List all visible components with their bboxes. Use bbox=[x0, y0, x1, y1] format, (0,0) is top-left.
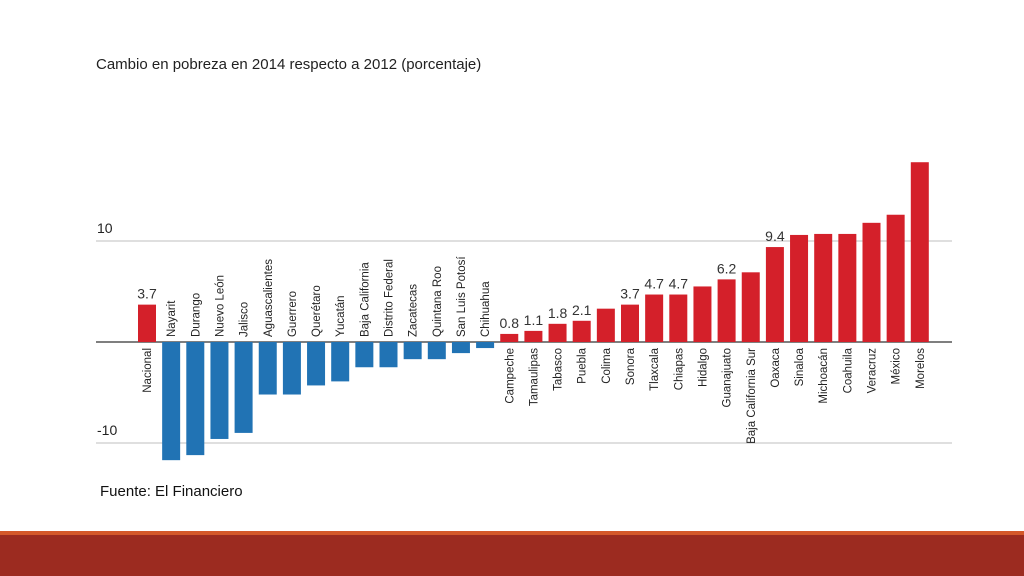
bar bbox=[524, 330, 543, 342]
category-label: Campeche bbox=[504, 348, 516, 404]
bar bbox=[693, 286, 712, 342]
source-note: Fuente: El Financiero bbox=[100, 483, 243, 500]
category-label: San Luis Potosí bbox=[456, 256, 468, 337]
bar bbox=[427, 342, 446, 360]
category-label: Morelos bbox=[915, 348, 927, 389]
bar bbox=[910, 162, 929, 342]
category-label: Sinaloa bbox=[794, 347, 806, 386]
data-label: 3.7 bbox=[137, 286, 157, 302]
y-tick-label: -10 bbox=[97, 422, 117, 438]
bar bbox=[645, 294, 664, 342]
category-label: Guerrero bbox=[287, 291, 299, 337]
bar bbox=[186, 342, 205, 456]
category-label: Tlaxcala bbox=[649, 347, 661, 390]
category-label: Nayarit bbox=[166, 300, 178, 337]
data-label: 1.8 bbox=[548, 305, 568, 321]
bar bbox=[138, 304, 156, 342]
bar bbox=[379, 342, 398, 368]
category-label: Veracruz bbox=[867, 348, 879, 394]
category-label: Nacional bbox=[142, 348, 154, 393]
bar bbox=[282, 342, 301, 395]
labels-layer: 10 -10 Nacional 3.7 Nayarit Durango Nuevo León… bbox=[97, 220, 927, 444]
category-label: Aguascalientes bbox=[263, 259, 275, 337]
bars-layer bbox=[138, 162, 929, 461]
bar bbox=[814, 233, 833, 342]
bar bbox=[669, 294, 688, 342]
data-label: 6.2 bbox=[717, 260, 737, 276]
category-label: Oaxaca bbox=[770, 347, 782, 387]
category-label: Distrito Federal bbox=[384, 259, 396, 337]
data-label: 0.8 bbox=[500, 315, 520, 331]
bar bbox=[451, 342, 470, 354]
category-label: Querétaro bbox=[311, 285, 323, 337]
data-label: 3.7 bbox=[620, 286, 640, 302]
category-label: Coahuila bbox=[842, 347, 854, 393]
category-label: Baja California Sur bbox=[746, 348, 758, 444]
data-label: 4.7 bbox=[644, 276, 664, 292]
category-label: México bbox=[891, 348, 903, 384]
category-label: Tamaulipas bbox=[528, 348, 540, 406]
data-label: 4.7 bbox=[669, 276, 689, 292]
category-label: Hidalgo bbox=[697, 348, 709, 387]
y-tick-label: 10 bbox=[97, 220, 113, 236]
category-label: Nuevo León bbox=[214, 275, 226, 337]
category-label: Chiapas bbox=[673, 348, 685, 390]
bar bbox=[765, 247, 784, 342]
category-label: Baja California bbox=[359, 262, 371, 337]
bar bbox=[210, 342, 229, 439]
bar bbox=[838, 233, 857, 342]
bar bbox=[548, 323, 567, 342]
bar bbox=[572, 320, 591, 342]
bar bbox=[403, 342, 422, 360]
footer-band bbox=[0, 535, 1024, 576]
data-label: 2.1 bbox=[572, 302, 592, 318]
data-label: 9.4 bbox=[765, 228, 785, 244]
bar bbox=[500, 333, 519, 342]
bar bbox=[862, 222, 881, 342]
bar bbox=[741, 272, 760, 342]
bar bbox=[162, 342, 181, 461]
category-label: Tabasco bbox=[553, 348, 565, 391]
category-label: Guanajuato bbox=[722, 348, 734, 407]
category-label: Quintana Roo bbox=[432, 266, 444, 337]
bar bbox=[234, 342, 253, 433]
bar bbox=[355, 342, 374, 368]
category-label: Sonora bbox=[625, 347, 637, 385]
category-label: Jalisco bbox=[239, 302, 251, 337]
bar bbox=[886, 214, 905, 342]
chart-title: Cambio en pobreza en 2014 respecto a 201… bbox=[96, 56, 482, 73]
category-label: Puebla bbox=[577, 347, 589, 383]
bar bbox=[307, 342, 326, 386]
data-label: 1.1 bbox=[524, 312, 544, 328]
category-label: Chihuahua bbox=[480, 281, 492, 337]
category-label: Michoacán bbox=[818, 348, 830, 404]
bar bbox=[790, 234, 809, 342]
footer-accent-line bbox=[0, 531, 1024, 535]
category-label: Colima bbox=[601, 347, 613, 383]
category-label: Durango bbox=[190, 293, 202, 337]
bar bbox=[476, 342, 495, 349]
bar bbox=[258, 342, 277, 395]
bar bbox=[596, 308, 615, 342]
category-label: Zacatecas bbox=[408, 284, 420, 337]
category-label: Yucatán bbox=[335, 295, 347, 337]
bar bbox=[717, 279, 736, 342]
bar bbox=[621, 304, 639, 342]
bar bbox=[331, 342, 350, 382]
